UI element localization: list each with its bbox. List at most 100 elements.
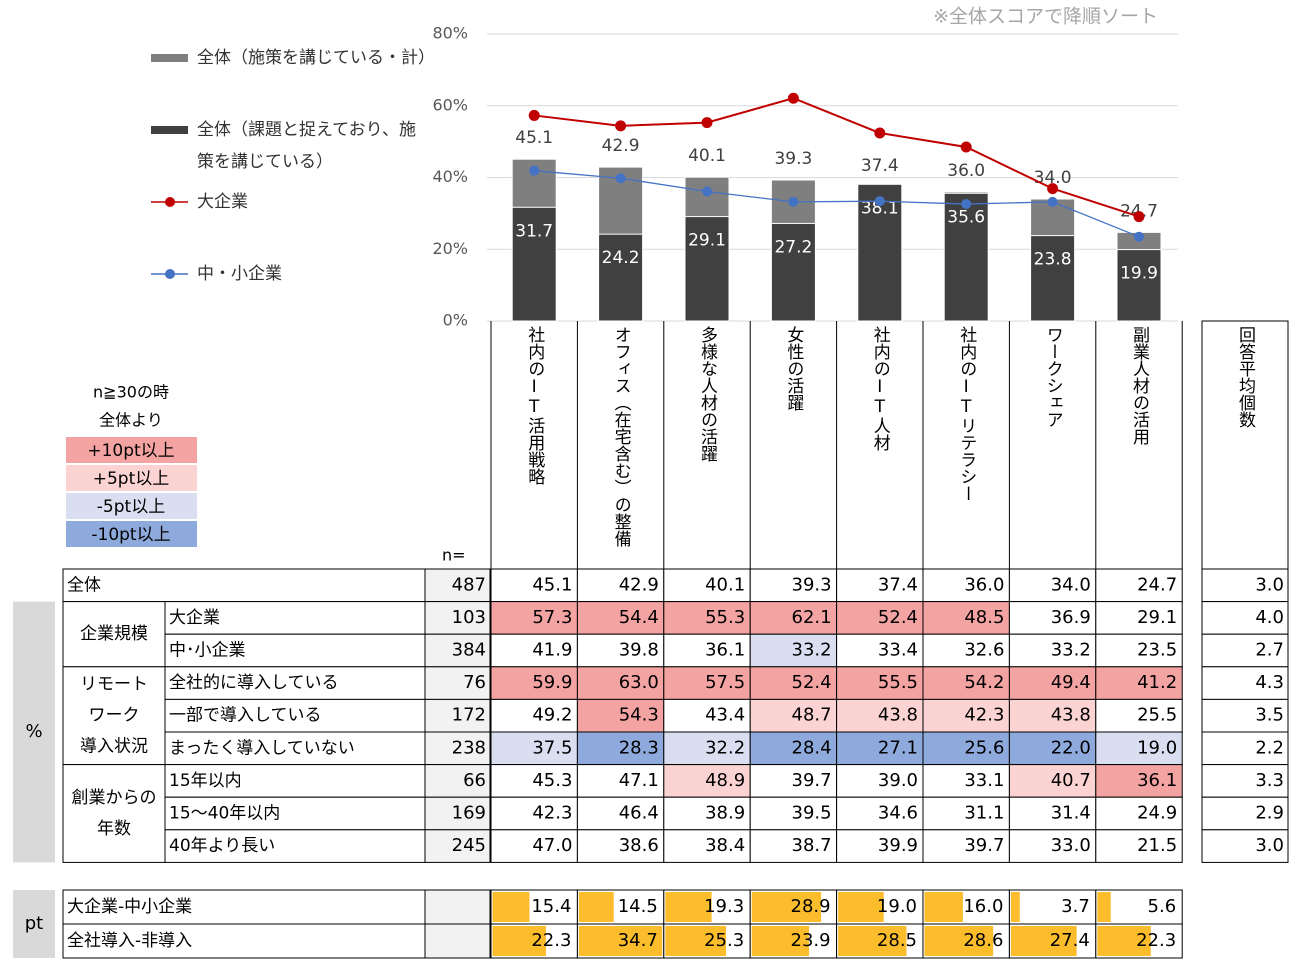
table-value: 48.7 [792, 705, 832, 726]
line-marker [960, 141, 972, 153]
table-cell [663, 731, 751, 766]
table-value: 33.2 [1051, 640, 1091, 661]
table-value: 37.4 [878, 574, 918, 595]
line [534, 97, 1140, 218]
pt-bar [1097, 926, 1151, 956]
table-value: 34.6 [878, 803, 918, 824]
table-value: 25.6 [964, 737, 1004, 758]
table-value: 39.5 [792, 803, 832, 824]
table-value: 57.5 [705, 672, 745, 693]
table-value: 28.4 [792, 737, 832, 758]
table-value: 45.3 [532, 770, 572, 791]
table-cell [836, 731, 924, 766]
row-label: 中･小企業 [169, 641, 246, 661]
table-cell [424, 731, 491, 766]
line-marker [961, 199, 972, 210]
table-cell [1008, 889, 1097, 925]
row-label: 15～40年以内 [169, 804, 280, 824]
table-value: 59.9 [532, 672, 572, 693]
table-value: 45.1 [532, 574, 572, 595]
table-cell [1201, 698, 1289, 733]
table-cell [490, 698, 578, 733]
y-tick-label: 20% [432, 239, 468, 258]
category-label: 社内のIT人材 [869, 326, 890, 451]
bar [770, 222, 816, 322]
average-value: 3.0 [1255, 574, 1284, 595]
bar [1116, 249, 1162, 322]
pt-bar [1097, 892, 1111, 922]
average-value: 4.0 [1255, 607, 1284, 628]
table-cell [922, 829, 1010, 863]
line-marker [615, 120, 627, 132]
color-legend-swatch [66, 493, 197, 519]
bar-value-label: 31.7 [515, 221, 553, 241]
table-cell [1008, 568, 1097, 603]
table-value: 25.5 [1137, 705, 1177, 726]
table-value: 39.0 [878, 770, 918, 791]
color-legend-swatch [66, 437, 197, 463]
table-cell [749, 666, 838, 700]
table-value: 39.7 [792, 770, 832, 791]
line-marker [788, 196, 799, 207]
table-value: 34.0 [1051, 574, 1091, 595]
category-label: オフィス（在宅含む）の整備 [610, 326, 631, 547]
table-cell [922, 601, 1010, 635]
average-value: 3.5 [1255, 705, 1284, 726]
table-cell [576, 764, 665, 798]
bar-value-label: 36.0 [947, 161, 985, 181]
n-value: 169 [452, 803, 486, 824]
line-marker [702, 186, 712, 197]
table-value: 40.1 [705, 574, 745, 595]
table-cell [164, 666, 426, 700]
table-value: 54.2 [964, 672, 1004, 693]
table-value: 31.4 [1051, 803, 1091, 824]
pt-value: 19.3 [704, 896, 744, 917]
line-marker [874, 196, 885, 207]
table-value: 62.1 [792, 607, 832, 628]
category-label-cell: 社内のIT人材 [837, 326, 923, 560]
category-label: 女性の活躍 [783, 326, 804, 411]
table-value: 36.9 [1051, 607, 1091, 628]
line-marker [529, 165, 540, 176]
bar [511, 206, 557, 322]
pt-value: 16.0 [963, 896, 1003, 917]
line-marker [1134, 231, 1144, 242]
table-cell [424, 796, 491, 831]
bar-value-label: 29.1 [688, 231, 726, 251]
pt-bar [665, 926, 727, 956]
pt-value: 28.9 [791, 896, 831, 917]
y-tick-label: 0% [443, 311, 468, 330]
color-legend-swatch [66, 521, 197, 547]
line-marker [701, 117, 713, 129]
table-cell [836, 666, 924, 700]
bar [857, 183, 903, 322]
pt-bar [578, 926, 663, 956]
legend-swatch [165, 269, 175, 279]
table-cell [424, 698, 491, 733]
table-cell [62, 666, 166, 766]
row-label: 大企業 [169, 608, 220, 628]
table-value: 24.9 [1137, 803, 1177, 824]
category-label-cell: 副業人材の活用 [1096, 326, 1182, 560]
pt-value: 27.4 [1050, 930, 1090, 951]
table-value: 57.3 [532, 607, 572, 628]
pt-bar [751, 926, 810, 956]
table-cell [576, 601, 665, 635]
bar [1030, 235, 1076, 322]
table-cell [1008, 764, 1097, 798]
table-value: 21.5 [1137, 835, 1177, 856]
average-value: 3.3 [1255, 770, 1284, 791]
category-label-cell: 社内のITリテラシー [923, 326, 1009, 560]
group-label: 創業からの [72, 788, 157, 808]
category-label-cell: ワークシェア [1009, 326, 1095, 560]
table-value: 39.9 [878, 835, 918, 856]
group-label: 導入状況 [80, 737, 148, 757]
pt-value: 5.6 [1148, 896, 1177, 917]
pt-value: 22.3 [1136, 930, 1176, 951]
pt-value: 14.5 [618, 896, 658, 917]
table-cell [576, 796, 665, 831]
unit-label: % [25, 721, 42, 742]
table-value: 33.0 [1051, 835, 1091, 856]
table-value: 19.0 [1137, 737, 1177, 758]
